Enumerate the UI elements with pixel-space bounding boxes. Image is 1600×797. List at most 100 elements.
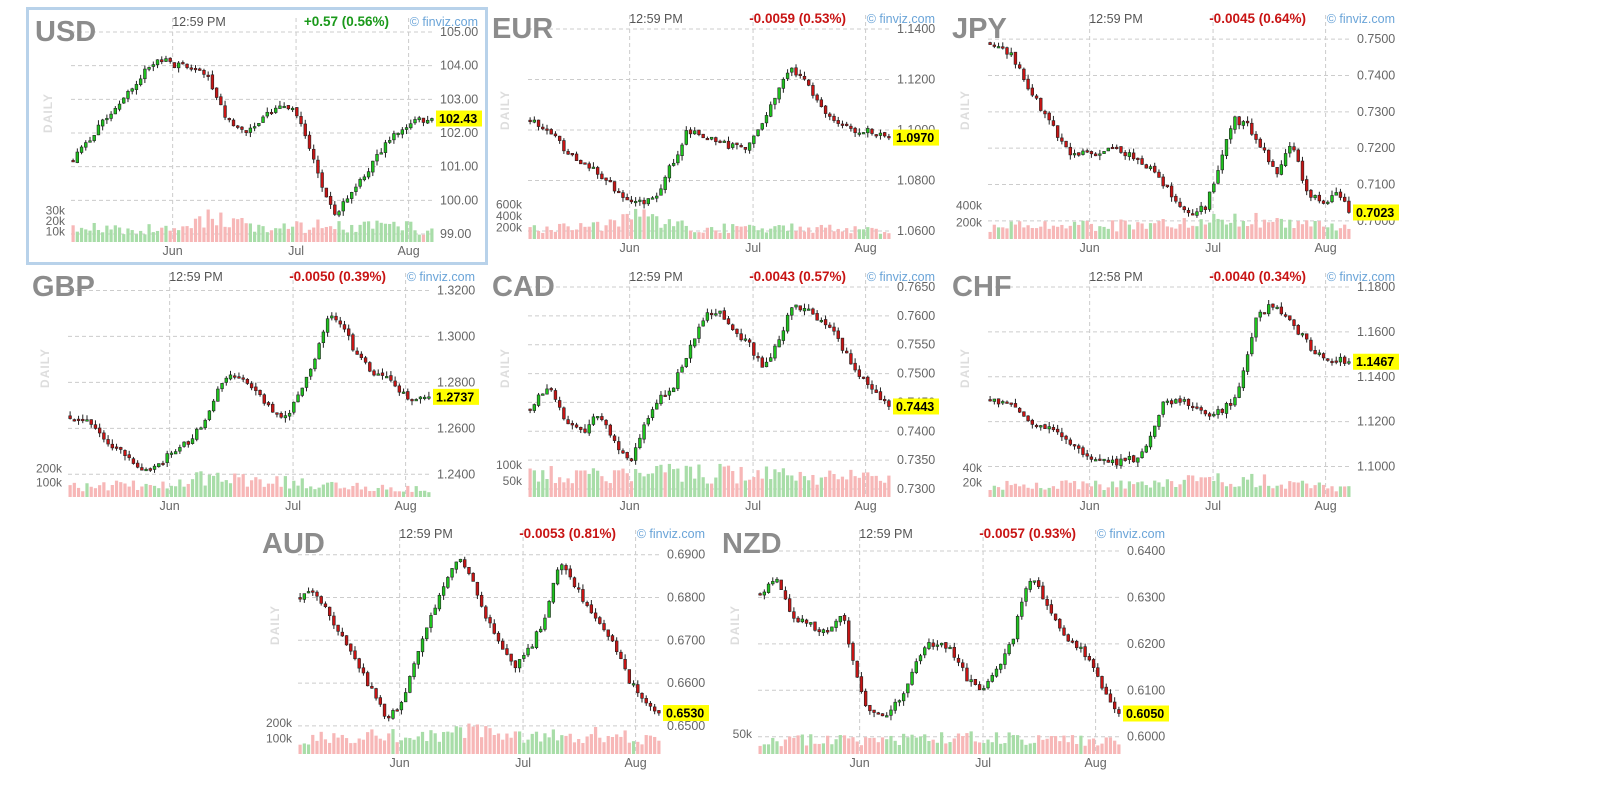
- volume-bar: [168, 230, 172, 242]
- volume-bar: [570, 483, 574, 497]
- chart-panel-gbp[interactable]: 1.2400 1.2600 1.2800 1.3000 1.3200 Jun Jul Aug G…: [26, 265, 488, 523]
- candle: [547, 601, 551, 618]
- volume-bar: [585, 736, 589, 754]
- candle: [633, 200, 638, 204]
- finviz-source-link[interactable]: © finviz.com: [1097, 527, 1165, 541]
- finviz-source-link[interactable]: © finviz.com: [407, 270, 475, 284]
- candle: [625, 196, 629, 201]
- volume-bar: [1007, 732, 1011, 754]
- volume-bar: [811, 232, 815, 239]
- x-tick-label: Jul: [745, 241, 761, 255]
- volume-bar: [574, 470, 579, 497]
- finviz-source-link[interactable]: © finviz.com: [867, 12, 935, 26]
- candle: [781, 78, 786, 89]
- candle: [450, 568, 454, 578]
- candle: [342, 324, 347, 330]
- volume-bar: [231, 218, 236, 242]
- volume-bar: [160, 227, 164, 242]
- finviz-source-link[interactable]: © finviz.com: [637, 527, 705, 541]
- candle: [901, 693, 906, 702]
- candle: [391, 710, 395, 719]
- volume-bar: [562, 482, 566, 497]
- volume-bar: [1182, 479, 1186, 497]
- candle: [1058, 618, 1062, 629]
- chart-panel-usd[interactable]: 99.00 100.00 101.00 102.00 103.00 104.00 105.0…: [26, 7, 488, 265]
- candle: [1072, 153, 1077, 156]
- candle: [1091, 659, 1096, 668]
- candle: [1009, 402, 1013, 405]
- chart-panel-jpy[interactable]: 0.7000 0.7100 0.7200 0.7300 0.7400 0.7500 Jun J…: [946, 7, 1408, 265]
- finviz-source-link[interactable]: © finviz.com: [1327, 12, 1395, 26]
- volume-bar: [1119, 480, 1123, 497]
- candles: [528, 64, 891, 209]
- volume-bar: [562, 223, 566, 239]
- volume-tick-label: 20k: [46, 214, 66, 228]
- candle: [303, 123, 307, 137]
- volume-bar: [1028, 743, 1032, 754]
- chart-panel-nzd[interactable]: 0.6000 0.6100 0.6200 0.6300 0.6400 Jun Jul Aug N…: [716, 522, 1178, 780]
- chart-panel-cad[interactable]: 0.73000.73500.74000.74500.75000.75500.76…: [486, 265, 948, 523]
- candle: [1153, 425, 1157, 437]
- candle: [1292, 319, 1296, 326]
- chart-panel-chf[interactable]: 1.1000 1.1200 1.1400 1.1600 1.1800 Jun Jul Aug C…: [946, 265, 1408, 523]
- volume-bar: [996, 227, 1001, 239]
- volume-bar: [536, 481, 541, 497]
- volume-bar: [1292, 228, 1296, 239]
- volume-bar: [785, 230, 790, 239]
- volume-bar: [401, 491, 406, 497]
- candle: [231, 119, 236, 127]
- volume-bar: [539, 741, 543, 754]
- candle: [1283, 153, 1288, 166]
- y-tick-label: 0.7100: [1357, 177, 1395, 191]
- candle: [657, 710, 661, 714]
- volume-bar: [144, 483, 148, 497]
- candle: [1233, 116, 1237, 130]
- candle: [1207, 413, 1212, 417]
- candle: [811, 85, 815, 96]
- candle: [496, 632, 501, 642]
- y-tick-label: 0.7500: [1357, 32, 1395, 46]
- finviz-source-link[interactable]: © finviz.com: [1327, 270, 1395, 284]
- x-tick-label: Jun: [1080, 499, 1100, 513]
- chart-panel-eur[interactable]: 1.06001.08001.10001.12001.1400JunJulAugE…: [486, 7, 948, 265]
- candle: [693, 338, 697, 347]
- volume-bar: [853, 226, 857, 239]
- volume-bar: [705, 483, 709, 497]
- volume-bar: [340, 734, 344, 754]
- volume-bar: [157, 488, 161, 497]
- x-tick-label: Jun: [160, 499, 180, 513]
- candle: [577, 587, 581, 590]
- volume-bar: [549, 230, 553, 239]
- chart-panel-aud[interactable]: 0.6500 0.6600 0.6700 0.6800 0.6900 Jun Jul Aug A…: [256, 522, 718, 780]
- candle: [414, 399, 418, 402]
- volume-bar: [547, 737, 551, 754]
- volume-bar: [1079, 735, 1083, 754]
- candle: [1262, 147, 1267, 151]
- candle: [722, 310, 726, 320]
- candles: [298, 556, 661, 722]
- timeframe-label: DAILY: [958, 90, 972, 130]
- y-tick-label: 0.6900: [667, 548, 705, 562]
- y-tick-label: 102.00: [440, 126, 478, 140]
- volume-bar: [887, 475, 891, 497]
- candle: [279, 413, 283, 418]
- candle: [375, 154, 379, 162]
- volume-bar: [883, 232, 887, 239]
- volume-bar: [617, 226, 621, 239]
- candle: [374, 688, 378, 699]
- candle: [680, 366, 684, 373]
- volume-bar: [363, 486, 368, 497]
- volume-bar: [328, 226, 333, 242]
- candle: [560, 564, 564, 571]
- candle: [345, 198, 350, 203]
- volume-bar: [680, 220, 684, 239]
- finviz-source-link[interactable]: © finviz.com: [410, 15, 478, 29]
- candle: [849, 353, 853, 365]
- candle: [1326, 358, 1330, 361]
- finviz-source-link[interactable]: © finviz.com: [867, 270, 935, 284]
- volume-bar: [1009, 221, 1013, 239]
- volume-bar: [71, 225, 75, 242]
- volume-bar: [988, 489, 992, 497]
- volume-bar: [1212, 213, 1216, 239]
- candle: [787, 598, 792, 612]
